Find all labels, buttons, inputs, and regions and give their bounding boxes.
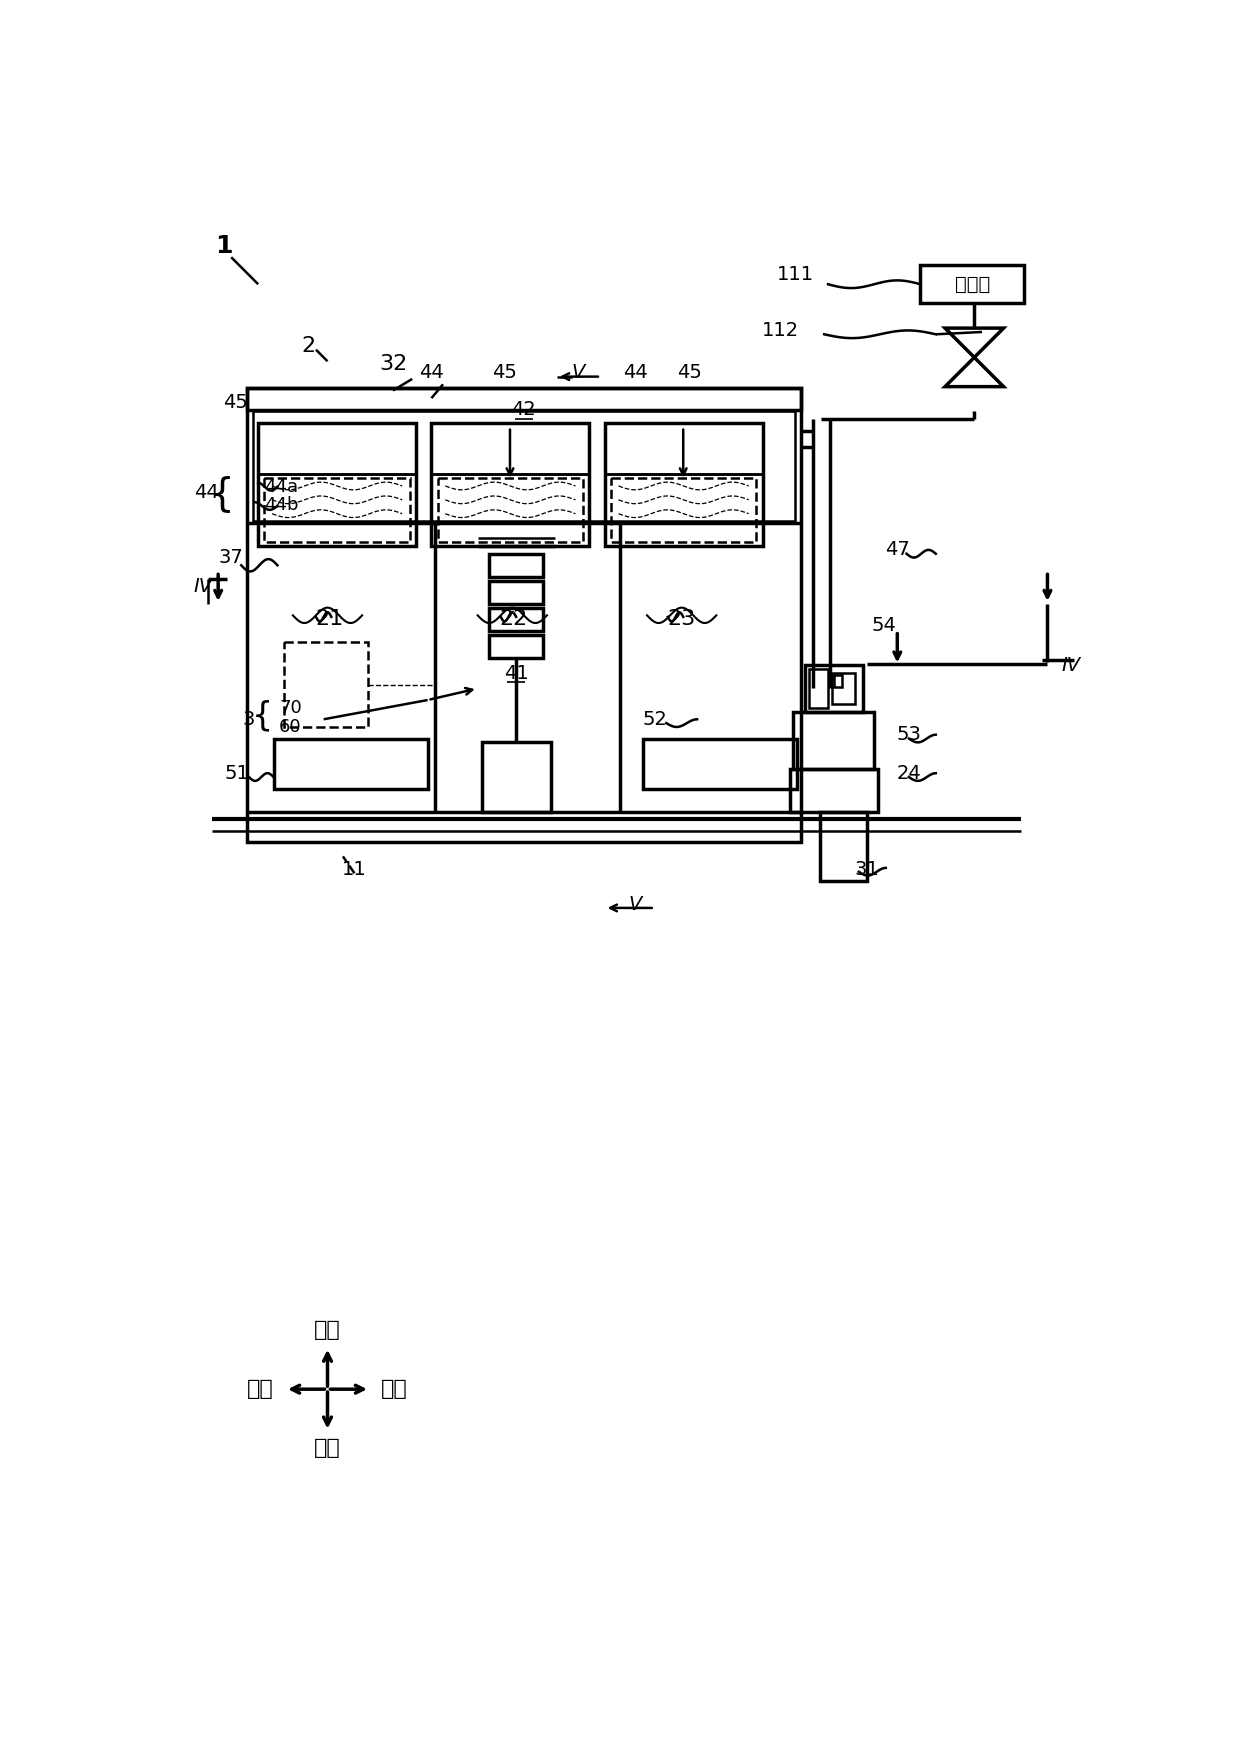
Text: 2: 2 xyxy=(301,336,315,355)
Bar xyxy=(832,674,854,704)
Bar xyxy=(920,266,1024,304)
Bar xyxy=(805,665,863,712)
Text: 42: 42 xyxy=(511,401,536,419)
Text: IV: IV xyxy=(193,577,212,596)
Bar xyxy=(247,389,801,410)
Text: IV: IV xyxy=(1061,656,1080,675)
Bar xyxy=(821,811,867,881)
Text: 47: 47 xyxy=(885,540,910,559)
Bar xyxy=(490,580,543,603)
Text: 22: 22 xyxy=(500,609,528,630)
Text: 112: 112 xyxy=(761,320,799,339)
Text: 52: 52 xyxy=(642,711,667,728)
Bar xyxy=(432,422,589,545)
Bar xyxy=(611,478,756,542)
Text: 1: 1 xyxy=(215,234,232,259)
Text: 21: 21 xyxy=(316,609,343,630)
Text: 上方: 上方 xyxy=(314,1319,341,1340)
Text: 53: 53 xyxy=(897,725,921,744)
Text: V: V xyxy=(572,364,584,382)
Bar xyxy=(605,422,763,545)
Text: {: { xyxy=(208,475,233,514)
Bar xyxy=(258,422,417,545)
Text: 右方: 右方 xyxy=(381,1379,408,1398)
Text: {: { xyxy=(252,698,273,732)
Bar xyxy=(247,389,801,843)
Text: 44a: 44a xyxy=(264,478,299,496)
Bar xyxy=(274,739,428,788)
Text: V: V xyxy=(629,895,642,913)
Text: 44: 44 xyxy=(419,364,444,382)
Text: 32: 32 xyxy=(379,354,407,373)
Text: 44: 44 xyxy=(624,364,647,382)
Text: 下方: 下方 xyxy=(314,1439,341,1458)
Bar xyxy=(253,412,795,521)
Text: 44b: 44b xyxy=(264,496,299,514)
Bar xyxy=(258,422,417,475)
Text: 23: 23 xyxy=(667,609,696,630)
Bar xyxy=(284,642,368,726)
Text: 11: 11 xyxy=(342,860,367,880)
Bar xyxy=(490,554,543,577)
Bar xyxy=(490,635,543,658)
Text: 37: 37 xyxy=(219,549,243,566)
Bar xyxy=(264,478,410,542)
Bar xyxy=(808,668,828,707)
Text: 60: 60 xyxy=(279,718,301,735)
Text: 3: 3 xyxy=(243,711,255,728)
Bar xyxy=(490,607,543,631)
Bar xyxy=(605,422,763,475)
Bar xyxy=(481,742,551,811)
Bar xyxy=(644,739,797,788)
Text: 41: 41 xyxy=(503,663,528,682)
Bar xyxy=(790,769,878,811)
Bar xyxy=(438,478,583,542)
Text: 51: 51 xyxy=(224,763,249,783)
Text: 31: 31 xyxy=(854,860,879,880)
Bar xyxy=(432,422,589,475)
Text: 45: 45 xyxy=(492,364,517,382)
Text: 供给源: 供给源 xyxy=(955,274,990,294)
Text: 54: 54 xyxy=(870,616,895,635)
Text: 111: 111 xyxy=(777,266,815,285)
Bar xyxy=(794,712,874,769)
Text: 24: 24 xyxy=(897,763,921,783)
Text: 44: 44 xyxy=(195,482,219,501)
Bar xyxy=(835,675,842,688)
Text: 45: 45 xyxy=(223,392,248,412)
Text: 70: 70 xyxy=(279,698,301,716)
Text: 左方: 左方 xyxy=(247,1379,274,1398)
Text: 45: 45 xyxy=(677,364,702,382)
